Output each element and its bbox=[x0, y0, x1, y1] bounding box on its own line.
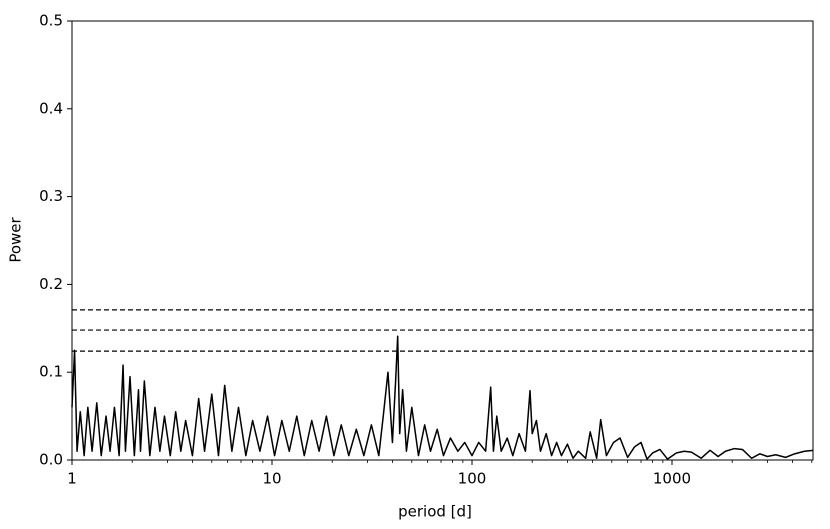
plot-frame bbox=[71, 20, 814, 461]
y-tick-label: 0.4 bbox=[39, 99, 63, 117]
periodogram-line bbox=[71, 335, 814, 460]
x-tick-label: 10 bbox=[262, 470, 281, 488]
y-tick-label: 0.3 bbox=[39, 187, 63, 205]
y-tick-label: 0.1 bbox=[39, 363, 63, 381]
y-axis-label: Power bbox=[7, 216, 25, 262]
y-tick-label: 0.2 bbox=[39, 275, 63, 293]
y-tick-label: 0.5 bbox=[39, 12, 63, 30]
y-tick-label: 0.0 bbox=[39, 451, 63, 469]
x-tick-label: 1000 bbox=[653, 470, 691, 488]
x-tick-label: 100 bbox=[458, 470, 487, 488]
x-axis-label: period [d] bbox=[398, 503, 472, 521]
x-tick-label: 1 bbox=[67, 470, 77, 488]
